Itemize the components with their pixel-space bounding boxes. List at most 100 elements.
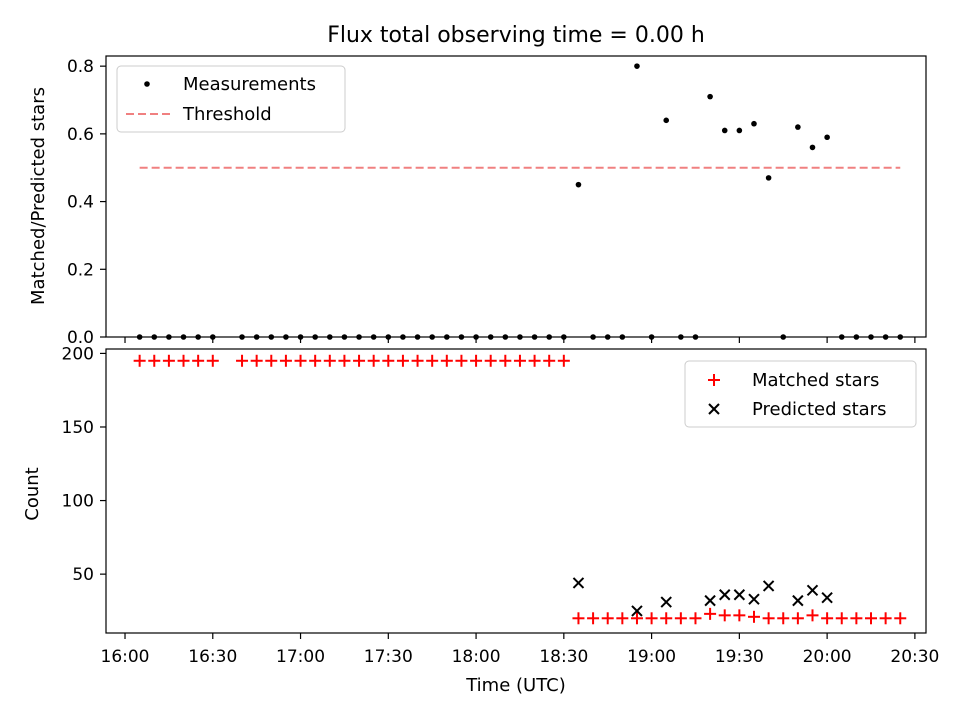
matched-star-point bbox=[601, 612, 614, 625]
bottom-y-axis-label: Count bbox=[22, 467, 43, 520]
matched-star-point bbox=[894, 612, 907, 625]
bottom-y-tick-label: 50 bbox=[72, 565, 94, 585]
legend-marker-matched bbox=[708, 374, 720, 386]
measurement-point bbox=[634, 63, 640, 69]
matched-star-point bbox=[294, 354, 307, 367]
predicted-star-point bbox=[748, 593, 760, 605]
bottom-y-tick-label: 200 bbox=[62, 344, 94, 364]
matched-star-point bbox=[440, 354, 453, 367]
bottom-legend-box bbox=[684, 360, 917, 428]
matched-star-point bbox=[470, 354, 483, 367]
x-tick-label: 17:00 bbox=[276, 647, 325, 667]
matched-star-point bbox=[279, 354, 292, 367]
matched-star-point bbox=[338, 354, 351, 367]
top-legend-box bbox=[116, 65, 346, 133]
matched-star-point bbox=[206, 354, 219, 367]
matched-star-point bbox=[587, 612, 600, 625]
matched-star-point bbox=[791, 612, 804, 625]
legend-marker-measurements bbox=[144, 81, 150, 87]
measurement-point bbox=[736, 127, 743, 134]
top-axes-frame bbox=[105, 55, 927, 338]
matched-star-point bbox=[879, 612, 892, 625]
matched-star-point bbox=[660, 612, 673, 625]
matched-star-point bbox=[367, 354, 380, 367]
matched-star-point bbox=[236, 354, 249, 367]
predicted-star-point bbox=[572, 577, 585, 589]
matched-star-point bbox=[133, 354, 146, 367]
bottom-axes-frame bbox=[105, 348, 927, 634]
predicted-star-point bbox=[660, 596, 672, 608]
matched-star-point bbox=[323, 354, 336, 367]
measurement-point bbox=[795, 124, 801, 130]
predicted-star-point bbox=[792, 594, 804, 607]
matched-star-point bbox=[484, 354, 497, 367]
matched-star-point bbox=[850, 612, 863, 625]
predicted-star-point bbox=[762, 580, 775, 592]
top-y-tick-label: 0.4 bbox=[67, 193, 94, 213]
matched-star-point bbox=[528, 354, 541, 367]
matched-star-point bbox=[865, 612, 878, 625]
top-y-tick-label: 0.0 bbox=[67, 328, 94, 348]
x-tick-label: 16:30 bbox=[188, 647, 237, 667]
matched-star-point bbox=[411, 354, 424, 367]
bottom-y-tick-label: 150 bbox=[62, 418, 94, 438]
top-y-tick-label: 0.8 bbox=[67, 57, 94, 77]
chart-title: Flux total observing time = 0.00 h bbox=[327, 23, 705, 48]
matched-star-point bbox=[250, 354, 263, 367]
measurement-point bbox=[751, 120, 757, 127]
legend-label-matched: Matched stars bbox=[752, 370, 879, 391]
matched-star-point bbox=[733, 609, 746, 622]
x-tick-label: 19:00 bbox=[627, 647, 676, 667]
predicted-star-point bbox=[719, 589, 731, 601]
matched-star-point bbox=[689, 612, 702, 625]
matched-star-point bbox=[177, 354, 190, 367]
matched-star-point bbox=[630, 612, 643, 625]
x-axis-label: Time (UTC) bbox=[465, 675, 566, 696]
top-panel: 0.00.20.40.60.8 Matched/Predicted stars … bbox=[28, 55, 927, 348]
top-y-tick-label: 0.2 bbox=[67, 260, 94, 280]
matched-star-point bbox=[821, 612, 834, 625]
predicted-star-point bbox=[733, 589, 746, 601]
matched-star-point bbox=[513, 354, 526, 367]
matched-star-point bbox=[747, 610, 760, 623]
bottom-y-tick-label: 100 bbox=[62, 492, 94, 512]
matched-star-point bbox=[835, 612, 848, 625]
x-tick-label: 20:00 bbox=[803, 647, 852, 667]
measurement-point bbox=[824, 134, 830, 141]
x-tick-label: 16:00 bbox=[101, 647, 150, 667]
measurement-point bbox=[809, 144, 816, 151]
matched-star-point bbox=[396, 354, 409, 367]
predicted-star-point bbox=[806, 584, 819, 597]
measurement-point bbox=[575, 181, 582, 188]
matched-star-point bbox=[309, 354, 322, 367]
x-tick-label: 20:30 bbox=[890, 647, 939, 667]
matched-star-point bbox=[557, 354, 570, 367]
matched-star-point bbox=[382, 354, 395, 367]
matched-star-point bbox=[718, 609, 731, 622]
matched-star-point bbox=[704, 607, 717, 620]
matched-star-point bbox=[192, 354, 205, 367]
matched-star-point bbox=[543, 354, 556, 367]
legend-label-measurements: Measurements bbox=[183, 74, 316, 95]
top-y-axis-label: Matched/Predicted stars bbox=[28, 87, 49, 305]
matched-star-point bbox=[645, 612, 658, 625]
top-legend: Measurements Threshold bbox=[116, 65, 346, 133]
legend-marker-predicted bbox=[708, 403, 720, 415]
x-tick-label: 17:30 bbox=[364, 647, 413, 667]
matched-star-point bbox=[148, 354, 161, 367]
matched-star-point bbox=[674, 612, 687, 625]
matched-star-point bbox=[777, 612, 790, 625]
legend-label-predicted: Predicted stars bbox=[752, 399, 886, 420]
matched-star-point bbox=[806, 609, 819, 622]
x-tick-label: 18:00 bbox=[452, 647, 501, 667]
measurement-point bbox=[721, 127, 728, 134]
matched-star-point bbox=[353, 354, 366, 367]
measurement-point bbox=[765, 175, 772, 181]
bottom-panel: 50 100 150 200 16:00 16:30 17:00 17:30 18:00 18:3… bbox=[22, 344, 939, 696]
legend-label-threshold: Threshold bbox=[182, 104, 272, 125]
bottom-legend: Matched stars Predicted stars bbox=[684, 360, 917, 428]
matched-star-point bbox=[265, 354, 278, 367]
x-tick-label: 18:30 bbox=[539, 647, 588, 667]
measurement-point bbox=[663, 117, 670, 124]
